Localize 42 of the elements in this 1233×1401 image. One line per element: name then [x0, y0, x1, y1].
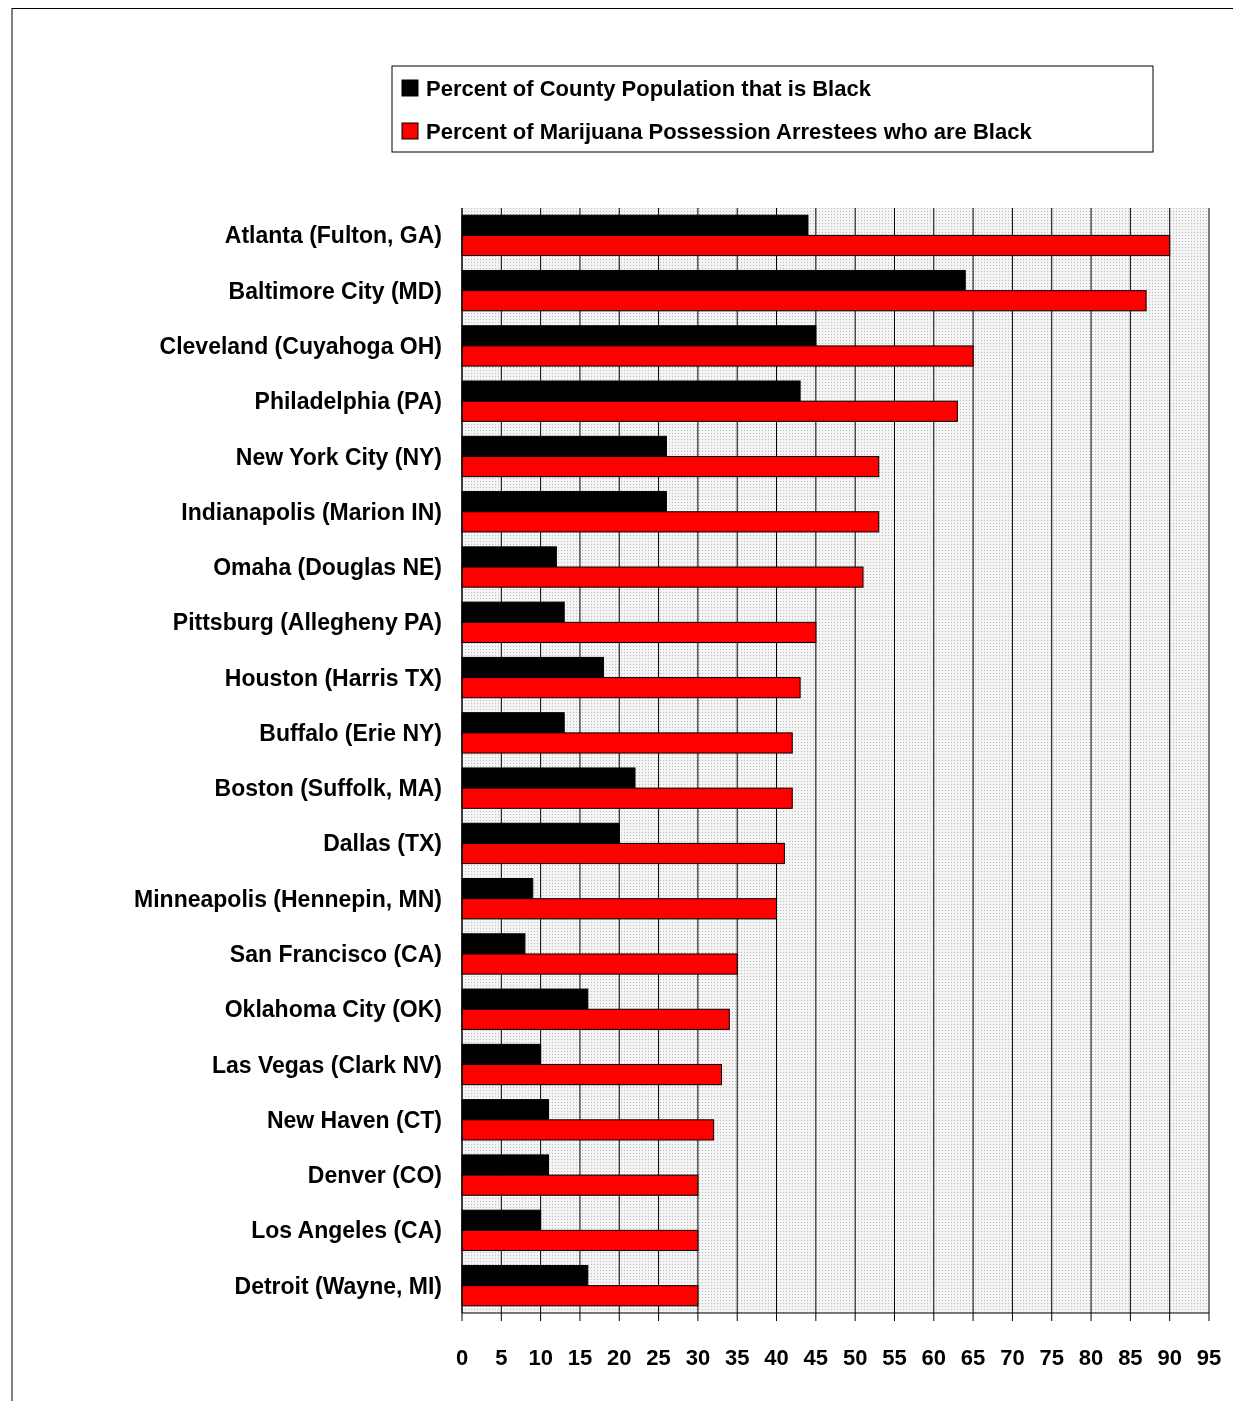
y-tick-label: Las Vegas (Clark NV) [211, 1051, 442, 1078]
x-tick-label: 30 [685, 1345, 711, 1370]
y-tick-label: Houston (Harris TX) [224, 664, 442, 691]
x-tick-label: 25 [646, 1345, 671, 1370]
x-tick-label: 85 [1118, 1345, 1143, 1370]
x-tick-label: 80 [1078, 1345, 1104, 1370]
x-tick-label: 55 [882, 1345, 907, 1370]
x-tick-label: 0 [455, 1345, 469, 1370]
x-tick-label: 60 [921, 1345, 947, 1370]
x-tick-label: 40 [764, 1345, 789, 1370]
y-tick-label: Atlanta (Fulton, GA) [224, 222, 442, 249]
y-tick-label: Los Angeles (CA) [251, 1217, 442, 1244]
y-tick-label: Omaha (Douglas NE) [213, 554, 442, 581]
y-tick-label: Boston (Suffolk, MA) [214, 775, 442, 802]
x-tick-label: 50 [842, 1345, 868, 1370]
x-tick-label: 5 [495, 1345, 508, 1370]
x-tick-label: 35 [724, 1345, 750, 1370]
x-tick-label: 10 [528, 1345, 553, 1370]
x-tick-label: 90 [1157, 1345, 1182, 1370]
legend-label: Percent of County Population that is Black [426, 75, 872, 101]
x-tick-label: 20 [607, 1345, 632, 1370]
y-tick-label: Detroit (Wayne, MI) [234, 1272, 442, 1299]
x-tick-label: 65 [960, 1345, 986, 1370]
x-tick-label: 45 [803, 1345, 829, 1370]
y-tick-label: New York City (NY) [235, 443, 442, 470]
y-tick-label: Baltimore City (MD) [228, 277, 442, 304]
y-tick-label: San Francisco (CA) [229, 941, 442, 968]
y-tick-label: Dallas (TX) [323, 830, 442, 857]
x-tick-label: 15 [567, 1345, 593, 1370]
x-tick-label: 75 [1039, 1345, 1064, 1370]
y-tick-label: Philadelphia (PA) [254, 388, 442, 415]
y-tick-label: Cleveland (Cuyahoga OH) [159, 332, 442, 359]
y-tick-label: Oklahoma City (OK) [224, 996, 442, 1023]
y-tick-label: Buffalo (Erie NY) [259, 719, 442, 746]
y-tick-label: Denver (CO) [307, 1162, 442, 1189]
y-tick-label: Minneapolis (Hennepin, MN) [134, 885, 442, 912]
y-tick-label: Indianapolis (Marion IN) [181, 498, 442, 525]
y-tick-label: New Haven (CT) [266, 1106, 442, 1133]
y-tick-label: Pittsburg (Allegheny PA) [172, 609, 442, 636]
x-tick-label: 70 [1000, 1345, 1025, 1370]
legend-label: Percent of Marijuana Possession Arrestees who are Black [426, 118, 1033, 144]
x-tick-label: 95 [1196, 1345, 1222, 1370]
